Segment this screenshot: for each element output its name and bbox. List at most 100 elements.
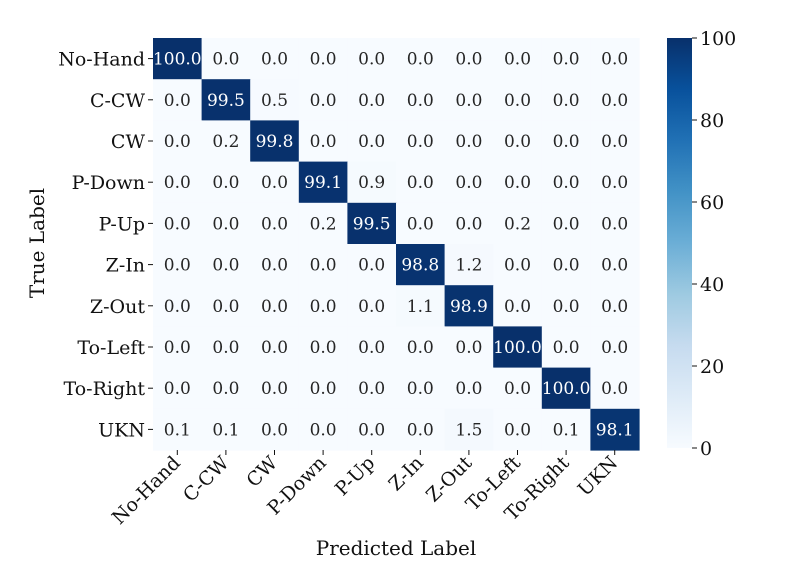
cell-value-label: 0.0 — [601, 214, 628, 234]
cell-value-label: 0.2 — [310, 214, 337, 234]
cell-value-label: 0.0 — [407, 214, 434, 234]
cell-value-label: 0.0 — [164, 173, 191, 193]
cell-value-label: 0.0 — [310, 256, 337, 276]
cell-value-label: 0.0 — [310, 297, 337, 317]
heatmap-cell — [298, 408, 348, 451]
x-axis-title: Predicted Label — [316, 536, 477, 560]
cell-value-label: 0.0 — [261, 379, 288, 399]
heatmap-cell — [347, 367, 397, 410]
heatmap-cell — [590, 285, 640, 327]
cell-value-label: 0.9 — [358, 173, 385, 193]
y-tick-label: Z-Out — [90, 296, 145, 318]
cell-value-label: 0.0 — [407, 50, 434, 70]
heatmap-cell — [396, 367, 446, 410]
cell-value-label: 0.0 — [553, 50, 580, 70]
heatmap-cell — [347, 244, 397, 286]
heatmap-cell — [347, 120, 397, 163]
heatmap-cell — [493, 202, 543, 245]
y-tick-label: P-Down — [72, 172, 145, 194]
heatmap-cell — [347, 38, 397, 80]
y-tick-label: No-Hand — [58, 49, 145, 71]
cell-value-label: 98.1 — [596, 420, 634, 440]
heatmap-cell — [250, 79, 300, 121]
cell-value-label: 0.0 — [407, 132, 434, 152]
cell-value-label: 0.0 — [358, 338, 385, 358]
cell-value-label: 0.1 — [553, 420, 580, 440]
cell-value-label: 1.1 — [407, 297, 434, 317]
cell-value-label: 0.0 — [504, 91, 531, 111]
heatmap-cell — [590, 79, 640, 121]
heatmap-cell — [298, 326, 348, 369]
colorbar-ticks: 0 20 40 60 80 100 — [692, 28, 736, 460]
heatmap-cell — [396, 120, 446, 163]
heatmap-cell — [298, 161, 348, 204]
cell-value-label: 0.5 — [261, 91, 288, 111]
cell-value-label: 100.0 — [493, 338, 542, 358]
cell-value-label: 0.1 — [212, 420, 239, 440]
x-tick-label: C-CW — [179, 452, 234, 507]
heatmap-cell — [396, 408, 446, 451]
heatmap-cell — [444, 38, 494, 80]
heatmap-cell — [493, 79, 543, 121]
heatmap-cells — [153, 38, 640, 451]
heatmap-cell — [444, 285, 494, 327]
heatmap-cell — [347, 326, 397, 369]
cell-value-label: 0.0 — [261, 214, 288, 234]
colorbar-tick-label: 100 — [700, 28, 736, 50]
heatmap-cell — [396, 161, 446, 204]
y-tick-label: CW — [111, 131, 146, 153]
colorbar-tick-label: 80 — [700, 110, 724, 132]
y-tick-label: UKN — [98, 419, 145, 441]
cell-value-label: 0.0 — [601, 50, 628, 70]
cell-value-label: 0.0 — [504, 132, 531, 152]
cell-value-label: 0.0 — [504, 50, 531, 70]
cell-value-label: 0.2 — [212, 132, 239, 152]
heatmap-cell — [541, 79, 591, 121]
cell-value-label: 0.0 — [455, 338, 482, 358]
y-tick-label: To-Left — [77, 337, 145, 359]
heatmap-cell — [298, 244, 348, 286]
heatmap-cell — [396, 285, 446, 327]
cell-value-label: 0.0 — [601, 256, 628, 276]
heatmap-cell — [347, 79, 397, 121]
cell-value-label: 0.0 — [212, 214, 239, 234]
heatmap-cell — [590, 161, 640, 204]
heatmap-cell — [201, 285, 251, 327]
cell-value-label: 0.0 — [261, 50, 288, 70]
heatmap-cell — [250, 326, 300, 369]
heatmap-cell — [153, 367, 203, 410]
cell-value-label: 0.0 — [261, 173, 288, 193]
cell-value-label: 98.8 — [401, 256, 439, 276]
y-tick-label: C-CW — [90, 90, 145, 112]
cell-value-label: 0.2 — [504, 214, 531, 234]
cell-value-label: 0.0 — [504, 256, 531, 276]
heatmap-cell — [444, 408, 494, 451]
heatmap-cell — [541, 326, 591, 369]
cell-value-label: 0.0 — [261, 297, 288, 317]
cell-value-label: 0.0 — [601, 132, 628, 152]
cell-value-label: 0.0 — [358, 132, 385, 152]
heatmap-cell — [250, 244, 300, 286]
heatmap-cell — [396, 38, 446, 80]
heatmap-cell — [298, 79, 348, 121]
cell-value-label: 0.0 — [358, 91, 385, 111]
cell-value-label: 100.0 — [542, 379, 591, 399]
colorbar-tick-label: 20 — [700, 356, 724, 378]
cell-value-label: 0.0 — [455, 50, 482, 70]
cell-value-label: 0.0 — [407, 420, 434, 440]
cell-value-label: 0.0 — [310, 420, 337, 440]
cell-value-label: 0.0 — [310, 91, 337, 111]
cell-value-label: 0.0 — [358, 256, 385, 276]
y-tick-label: To-Right — [64, 378, 146, 400]
cell-value-label: 0.0 — [553, 256, 580, 276]
heatmap-cell — [153, 38, 203, 80]
colorbar-tick-label: 60 — [700, 192, 724, 214]
cell-value-label: 0.0 — [601, 379, 628, 399]
cell-value-label: 100.0 — [153, 50, 202, 70]
cell-value-label: 0.0 — [212, 50, 239, 70]
heatmap-cell — [396, 326, 446, 369]
heatmap-cell — [396, 244, 446, 286]
heatmap-cell — [201, 408, 251, 451]
